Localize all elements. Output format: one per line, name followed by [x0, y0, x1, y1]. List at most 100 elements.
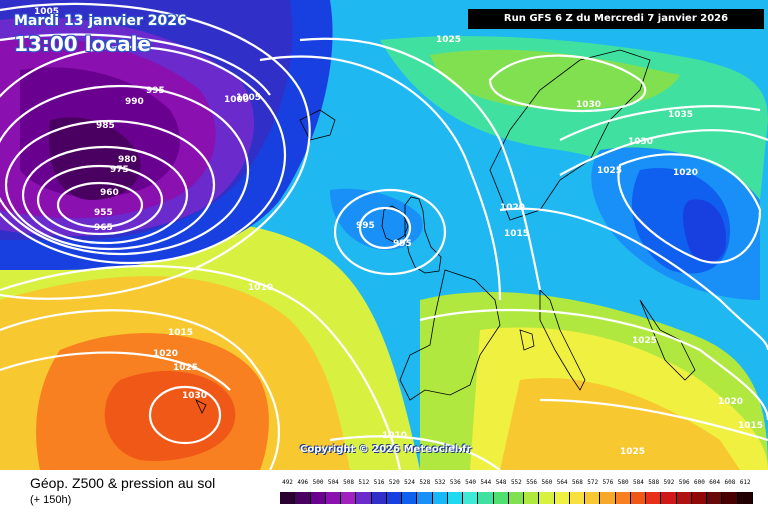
legend-swatch: [615, 492, 631, 504]
legend-swatch: [417, 492, 433, 504]
legend-swatch: [356, 492, 372, 504]
isobar-label: 975: [110, 165, 129, 175]
legend-label: 548: [495, 479, 507, 486]
legend-swatch: [630, 492, 646, 504]
legend-swatch: [341, 492, 357, 504]
legend-swatch: [310, 492, 326, 504]
legend-swatch: [569, 492, 585, 504]
legend-swatch: [554, 492, 570, 504]
run-info: Run GFS 6 Z du Mercredi 7 janvier 2026: [468, 9, 764, 29]
isobar-label: 980: [118, 155, 137, 165]
isobar-label: 1000: [224, 95, 249, 105]
legend-swatch: [585, 492, 601, 504]
legend-swatch: [325, 492, 341, 504]
isobar-label: 995: [356, 221, 375, 231]
map-canvas: 1005 995 990 1000 985 980 975 960 955 96…: [0, 0, 768, 470]
weather-map: 1005 995 990 1000 985 980 975 960 955 96…: [0, 0, 768, 470]
footer: Géop. Z500 & pression au sol (+ 150h) 49…: [0, 470, 768, 512]
legend-label: 492: [282, 479, 293, 486]
legend-swatch: [432, 492, 448, 504]
legend-swatch: [402, 492, 418, 504]
isobars: [0, 2, 768, 470]
legend-label: 584: [633, 479, 644, 486]
legend-label: 576: [602, 479, 614, 486]
legend-swatch: [478, 492, 494, 504]
isobar-label: 1030: [182, 391, 207, 401]
isobar-label: 1020: [673, 168, 698, 178]
legend-label: 536: [449, 479, 461, 486]
legend-label: 608: [724, 479, 736, 486]
legend-label: 508: [343, 479, 354, 486]
legend-label: 604: [709, 479, 721, 486]
legend-swatch: [493, 492, 509, 504]
isobar-label: 1030: [576, 100, 601, 110]
isobar-label: 990: [125, 97, 144, 107]
chart-subtitle: (+ 150h): [30, 494, 72, 506]
isobar-label: 1020: [500, 203, 525, 213]
legend-swatch: [661, 492, 677, 504]
isobar-label: 1030: [628, 137, 653, 147]
isobar-label: 1015: [504, 229, 529, 239]
legend-swatch: [386, 492, 402, 504]
isobar-label: 985: [96, 121, 115, 131]
legend-swatch: [280, 492, 296, 504]
isobar-label: 1005: [34, 7, 59, 17]
legend-label: 556: [526, 479, 538, 486]
legend-label: 516: [373, 479, 385, 486]
legend-label: 512: [358, 479, 370, 486]
legend-label: 596: [678, 479, 690, 486]
legend-label: 540: [465, 479, 477, 486]
legend-swatch: [295, 492, 311, 504]
legend-swatch: [524, 492, 540, 504]
legend-label: 504: [327, 479, 339, 486]
isobar-label: 995: [146, 86, 165, 96]
isobar-label: 995: [393, 239, 412, 249]
chart-title: Géop. Z500 & pression au sol: [30, 475, 216, 491]
isobar-label: 960: [100, 188, 119, 198]
legend-label: 568: [571, 479, 583, 486]
legend-labels: 492 496 500 504 508 512 516 520 524 528 532 536 540 5…: [280, 479, 753, 491]
legend-swatch: [646, 492, 662, 504]
isobar-label: 1025: [597, 166, 622, 176]
legend-label: 572: [587, 479, 599, 486]
legend-label: 520: [388, 479, 400, 486]
isobar-label: 1005: [236, 93, 261, 103]
legend-swatches: [280, 492, 753, 504]
legend-label: 560: [541, 479, 553, 486]
legend-label: 528: [419, 479, 431, 486]
legend-label: 612: [739, 479, 751, 486]
isobar-label: 1025: [632, 336, 657, 346]
isobar-label: 1020: [718, 397, 743, 407]
isobar-label: 1020: [153, 349, 178, 359]
legend-label: 496: [297, 479, 309, 486]
legend-swatch: [463, 492, 479, 504]
legend-label: 544: [480, 479, 492, 486]
legend-label: 592: [663, 479, 675, 486]
legend-label: 564: [556, 479, 568, 486]
legend-label: 588: [648, 479, 660, 486]
legend-swatch: [447, 492, 463, 504]
isobar-label: 1025: [173, 363, 198, 373]
isobar-label: 955: [94, 208, 113, 218]
copyright: Copyright © 2026 Meteociel.fr: [300, 444, 472, 455]
isobar-label: 1025: [620, 447, 645, 457]
legend-swatch: [508, 492, 524, 504]
legend-label: 524: [404, 479, 415, 486]
legend-label: 500: [312, 479, 324, 486]
legend-swatch: [722, 492, 738, 504]
legend-swatch: [676, 492, 692, 504]
legend-swatch: [539, 492, 555, 504]
isobar-label: 1010: [248, 283, 273, 293]
isobar-label: 1015: [168, 328, 193, 338]
isobar-labels: 1005 995 990 1000 985 980 975 960 955 96…: [34, 7, 763, 457]
isobar-label: 1010: [382, 431, 407, 441]
forecast-time: 13:00 locale: [14, 32, 151, 56]
legend-swatch: [600, 492, 616, 504]
legend-swatch: [707, 492, 723, 504]
legend-swatch: [371, 492, 387, 504]
isobar-label: 1025: [436, 35, 461, 45]
legend-swatch: [737, 492, 753, 504]
color-legend: 492 496 500 504 508 512 516 520 524 528 532 536 540 5…: [280, 479, 753, 505]
isobar-label: 965: [94, 223, 113, 233]
